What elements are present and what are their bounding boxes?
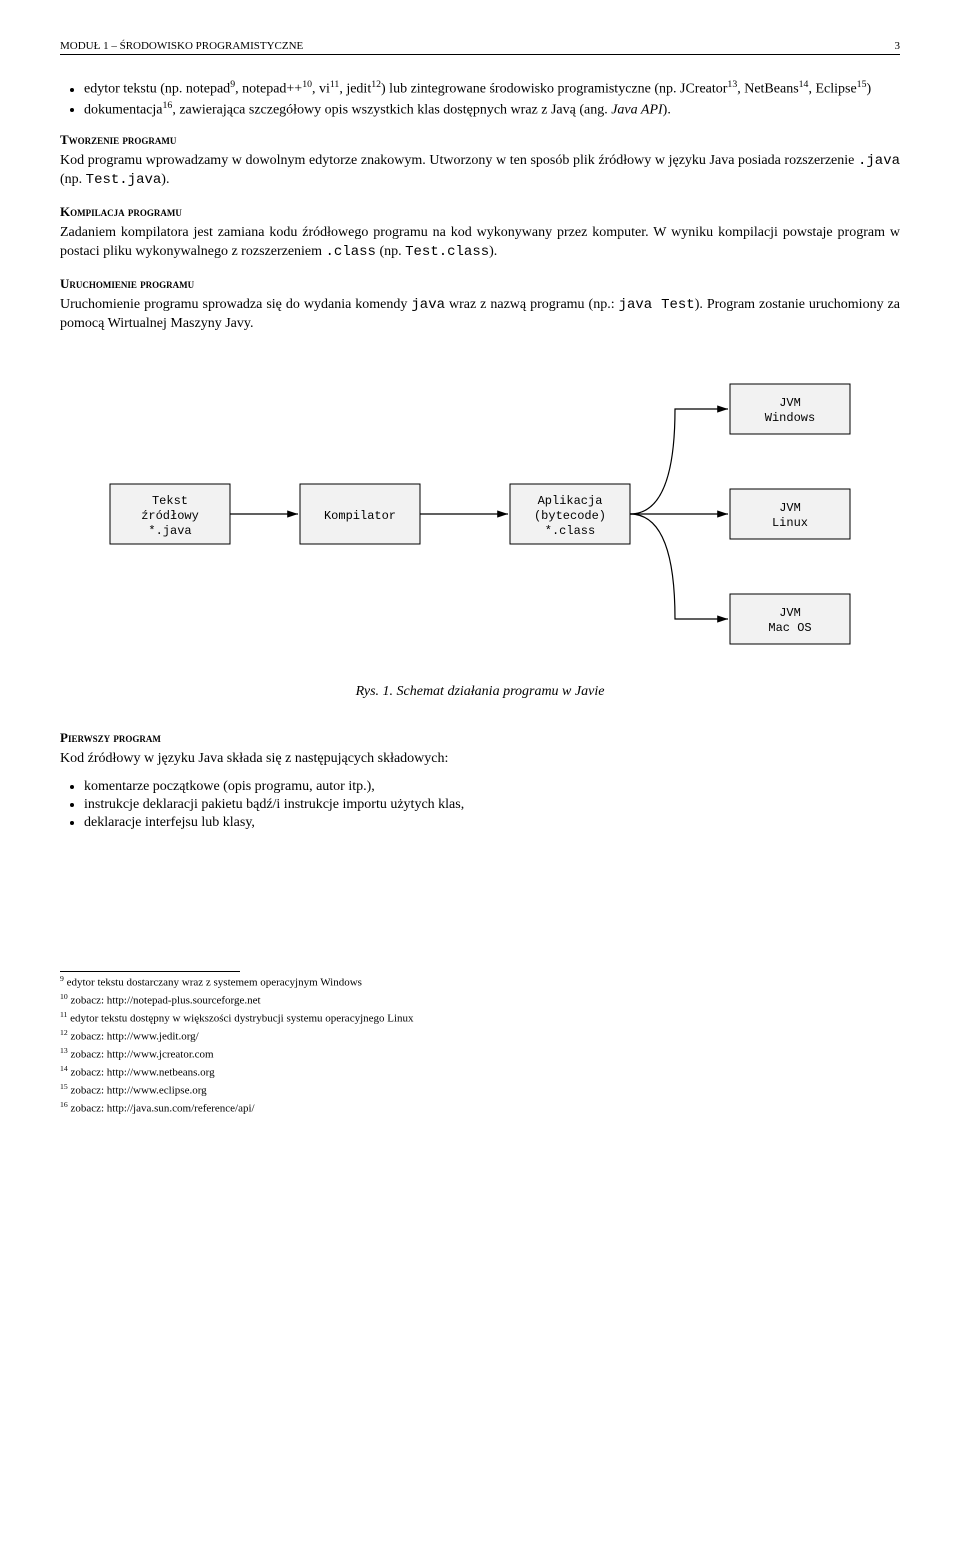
paragraph: Kod programu wprowadzamy w dowolnym edyt… (60, 152, 900, 190)
paragraph: Uruchomienie programu sprowadza się do w… (60, 296, 900, 334)
footnote: 12 zobacz: http://www.jedit.org/ (60, 1028, 900, 1045)
paragraph: Zadaniem kompilatora jest zamiana kodu ź… (60, 224, 900, 262)
header-title: Moduł 1 – Środowisko Programistyczne (60, 40, 303, 52)
list-item: instrukcje deklaracji pakietu bądź/i ins… (84, 797, 900, 813)
paragraph: Kod źródłowy w języku Java składa się z … (60, 750, 900, 769)
box-app-l3: *.class (545, 524, 595, 538)
footnote: 11 edytor tekstu dostępny w większości d… (60, 1010, 900, 1027)
box-source-l2: źródłowy (141, 509, 199, 523)
box-app-l2: (bytecode) (534, 509, 606, 523)
page-number: 3 (895, 40, 901, 52)
box-app-l1: Aplikacja (538, 494, 603, 508)
figure-caption: Rys. 1. Schemat działania programu w Jav… (60, 684, 900, 700)
footnote: 14 zobacz: http://www.netbeans.org (60, 1064, 900, 1081)
list-item: dokumentacja16, zawierająca szczegółowy … (84, 100, 900, 119)
list-item: deklaracje interfejsu lub klasy, (84, 815, 900, 831)
box-source-l1: Tekst (152, 494, 188, 508)
components-list: komentarze początkowe (opis programu, au… (60, 779, 900, 831)
box-source-l3: *.java (148, 524, 191, 538)
footnote: 15 zobacz: http://www.eclipse.org (60, 1082, 900, 1099)
top-bullet-list: edytor tekstu (np. notepad9, notepad++10… (60, 79, 900, 118)
box-jvm-linux-l1: JVM (779, 501, 801, 515)
list-item: edytor tekstu (np. notepad9, notepad++10… (84, 79, 900, 98)
box-jvm-win-l2: Windows (765, 411, 815, 425)
section-heading-pierwszy: Pierwszy program (60, 730, 900, 746)
footnote: 13 zobacz: http://www.jcreator.com (60, 1046, 900, 1063)
compilation-diagram: Tekst źródłowy *.java Kompilator Aplikac… (60, 364, 900, 664)
footnote: 16 zobacz: http://java.sun.com/reference… (60, 1100, 900, 1117)
section-heading-tworzenie: Tworzenie programu (60, 132, 900, 148)
box-jvm-mac-l1: JVM (779, 606, 801, 620)
list-item: komentarze początkowe (opis programu, au… (84, 779, 900, 795)
footnote: 10 zobacz: http://notepad-plus.sourcefor… (60, 992, 900, 1009)
diagram-svg: Tekst źródłowy *.java Kompilator Aplikac… (90, 364, 870, 664)
footnotes: 9 edytor tekstu dostarczany wraz z syste… (60, 974, 900, 1117)
box-jvm-win-l1: JVM (779, 396, 801, 410)
box-jvm-linux-l2: Linux (772, 516, 808, 530)
section-heading-uruchomienie: Uruchomienie programu (60, 276, 900, 292)
footnote: 9 edytor tekstu dostarczany wraz z syste… (60, 974, 900, 991)
page-header: Moduł 1 – Środowisko Programistyczne 3 (60, 40, 900, 55)
box-jvm-mac-l2: Mac OS (768, 621, 811, 635)
section-heading-kompilacja: Kompilacja programu (60, 204, 900, 220)
box-compiler: Kompilator (324, 509, 396, 523)
